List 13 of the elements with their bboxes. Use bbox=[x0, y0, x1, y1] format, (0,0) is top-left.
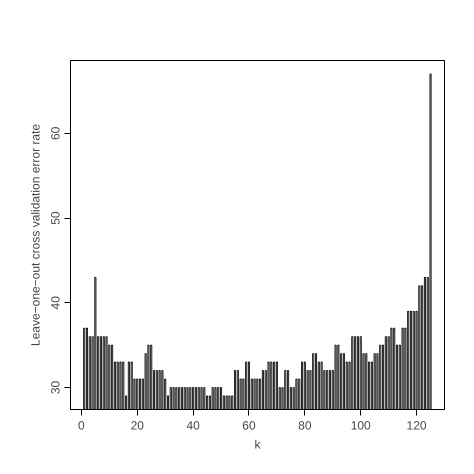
y-axis-title: Leave−one−out cross validation error rate bbox=[28, 124, 42, 346]
x-tick-label: 0 bbox=[78, 418, 86, 432]
x-tick-label: 60 bbox=[242, 418, 256, 432]
x-tick-label: 40 bbox=[186, 418, 200, 432]
x-tick-label: 20 bbox=[130, 418, 144, 432]
x-tick-label: 80 bbox=[298, 418, 312, 432]
x-tick-label: 120 bbox=[406, 418, 427, 432]
y-tick-label: 50 bbox=[48, 211, 62, 225]
y-tick-label: 40 bbox=[48, 296, 62, 310]
x-tick-label: 100 bbox=[350, 418, 372, 432]
y-tick-label: 30 bbox=[48, 380, 62, 394]
y-tick-label: 60 bbox=[48, 126, 62, 140]
x-axis-title: k bbox=[254, 438, 262, 452]
